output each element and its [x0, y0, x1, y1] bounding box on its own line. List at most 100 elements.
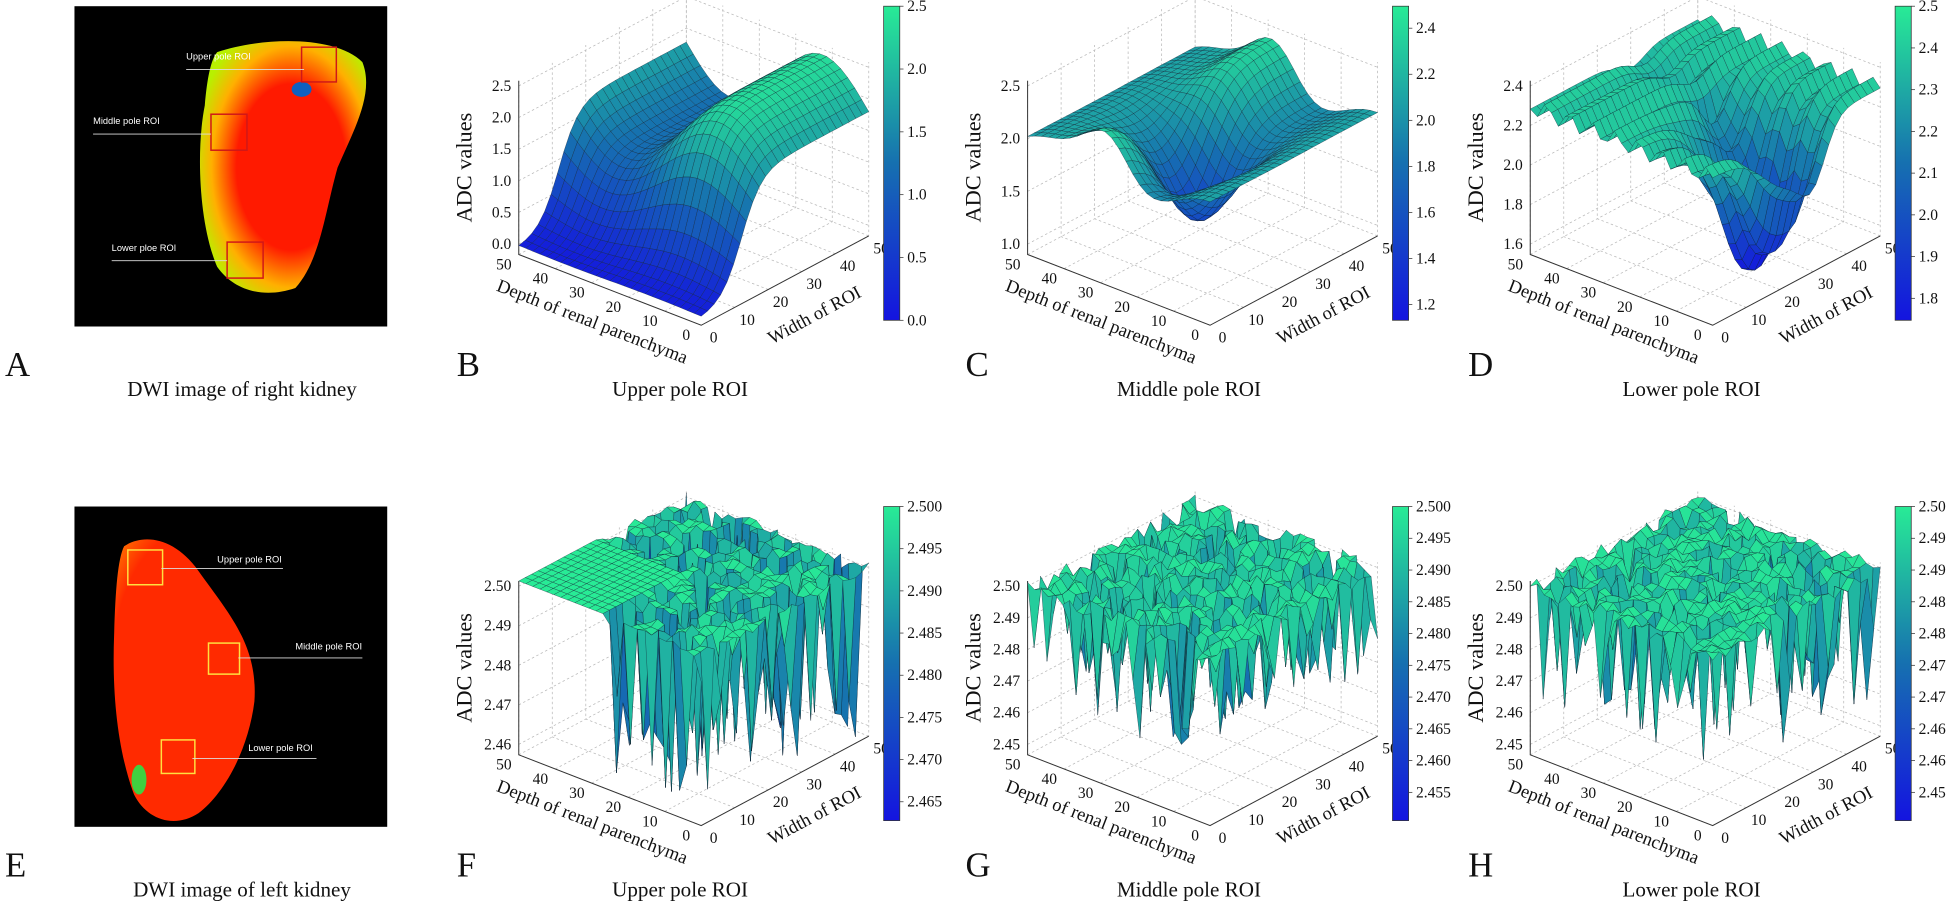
grid-line [664, 47, 833, 312]
colorbar-tick-label: 2.5 [907, 0, 927, 15]
surface-cell [1027, 581, 1042, 648]
depth-tick-label: 50 [496, 256, 512, 273]
depth-tick-label: 50 [496, 757, 512, 774]
z-axis-label: ADC values [452, 613, 477, 723]
z-axis-label: ADC values [1463, 113, 1488, 223]
grid-line [1173, 47, 1342, 312]
grid-line [1173, 548, 1342, 812]
z-tick-label: 2.0 [492, 110, 512, 127]
z-tick-label: 2.5 [1001, 78, 1021, 95]
depth-tick-label: 40 [533, 771, 549, 788]
grid-line [1630, 527, 1814, 773]
colorbar-tick-label: 1.8 [1919, 290, 1939, 307]
depth-tick-label: 10 [642, 313, 658, 330]
z-tick-label: 1.0 [492, 173, 512, 190]
roi-box [300, 46, 338, 83]
surface [1027, 494, 1378, 745]
colorbar-tick-label: 1.2 [1416, 297, 1435, 314]
panel-letter: H [1468, 845, 1493, 884]
colorbar-tick-label: 2.4 [1919, 40, 1939, 57]
colorbar-tick-label: 2.0 [907, 61, 927, 78]
z-tick-label: 2.46 [1496, 705, 1523, 722]
panel-letter: G [966, 845, 991, 884]
colorbar-tick-label: 1.4 [1416, 250, 1436, 267]
surface [518, 41, 869, 317]
width-tick-label: 30 [806, 776, 822, 793]
axis-edge [1027, 80, 1378, 326]
grid-line [591, 19, 760, 284]
width-tick-label: 30 [1315, 276, 1331, 293]
roi-box [160, 739, 196, 775]
kidney-edge [131, 764, 147, 795]
z-axis-label: ADC values [960, 113, 985, 223]
grid-line [1639, 33, 1808, 298]
surface-cell [1649, 632, 1664, 743]
grid-line [1563, 563, 1747, 809]
width-tick-label: 30 [806, 276, 822, 293]
grid-line [591, 519, 760, 784]
depth-tick-label: 30 [569, 785, 585, 802]
width-tick-label: 20 [773, 294, 789, 311]
colorbar-tick-label: 2.2 [1416, 66, 1435, 83]
z-tick-label: 2.0 [1503, 157, 1523, 174]
roi-label: Middle pole ROI [93, 116, 160, 126]
z-tick-label: 2.4 [1503, 78, 1523, 95]
colorbar-tick-label: 2.465 [1919, 721, 1946, 738]
depth-axis-label: Depth of renal parenchyma [1505, 776, 1702, 869]
width-tick-label: 10 [1751, 812, 1767, 829]
colorbar-tick-label: 1.0 [907, 187, 927, 204]
z-tick-label: 1.0 [1001, 236, 1021, 253]
depth-tick-label: 0 [1191, 327, 1199, 344]
axis-edge [1529, 581, 1881, 827]
colorbar-tick-label: 2.455 [1416, 784, 1451, 801]
grid-line [1639, 534, 1808, 798]
z-tick-label: 2.45 [993, 736, 1020, 753]
surface [518, 492, 869, 792]
z-tick-label: 2.47 [993, 673, 1020, 690]
colorbar-tick-label: 0.5 [907, 249, 927, 266]
roi-label: Lower ploe ROI [112, 243, 177, 253]
grid-line [1697, 491, 1881, 737]
depth-tick-label: 10 [1654, 813, 1670, 830]
grid-line [1676, 548, 1845, 812]
colorbar-tick-label: 2.3 [1919, 82, 1939, 99]
colorbar [1894, 506, 1912, 821]
plot-panel: 2.46 2.47 2.48 2.49 2.50 50 40 30 20 10 0 0 10 20 30 40… [452, 491, 942, 901]
width-tick-label: 0 [1219, 330, 1227, 347]
roi-box [127, 549, 164, 586]
width-tick-label: 20 [773, 794, 789, 811]
depth-tick-label: 30 [1078, 285, 1094, 302]
width-tick-label: 0 [1721, 830, 1729, 847]
z-tick-label: 2.50 [1496, 578, 1523, 595]
depth-tick-label: 40 [1544, 771, 1560, 788]
colorbar-tick-label: 0.0 [907, 312, 927, 329]
z-tick-label: 2.50 [993, 578, 1020, 595]
surface-cell [693, 307, 708, 317]
depth-tick-label: 40 [533, 271, 549, 288]
width-tick-label: 0 [710, 830, 718, 847]
colorbar-tick-label: 2.4 [1416, 20, 1436, 37]
colorbar-tick-label: 1.6 [1416, 204, 1436, 221]
grid-line [518, 27, 869, 118]
z-tick-label: 2.45 [1496, 736, 1523, 753]
width-tick-label: 40 [1349, 758, 1365, 775]
colorbar-tick-label: 1.5 [907, 124, 927, 141]
colorbar-tick-label: 2.475 [907, 709, 942, 726]
panel-caption: Lower pole ROI [1622, 877, 1760, 901]
z-tick-label: 2.0 [1001, 131, 1021, 148]
roi-box [210, 113, 248, 151]
colorbar [883, 5, 901, 321]
roi-label: Lower pole ROI [248, 743, 313, 753]
kidney-spot [291, 81, 312, 97]
depth-tick-label: 40 [1544, 271, 1560, 288]
width-tick-label: 10 [1248, 812, 1264, 829]
depth-tick-label: 40 [1041, 271, 1057, 288]
colorbar-tick-label: 2.465 [907, 794, 942, 811]
colorbar-tick-label: 2.2 [1919, 123, 1938, 140]
panel-caption: Middle pole ROI [1117, 377, 1261, 401]
grid-line [1127, 27, 1311, 272]
depth-tick-label: 20 [1617, 299, 1633, 316]
grid-line [1127, 527, 1311, 773]
colorbar-tick-label: 2.470 [1416, 689, 1451, 706]
